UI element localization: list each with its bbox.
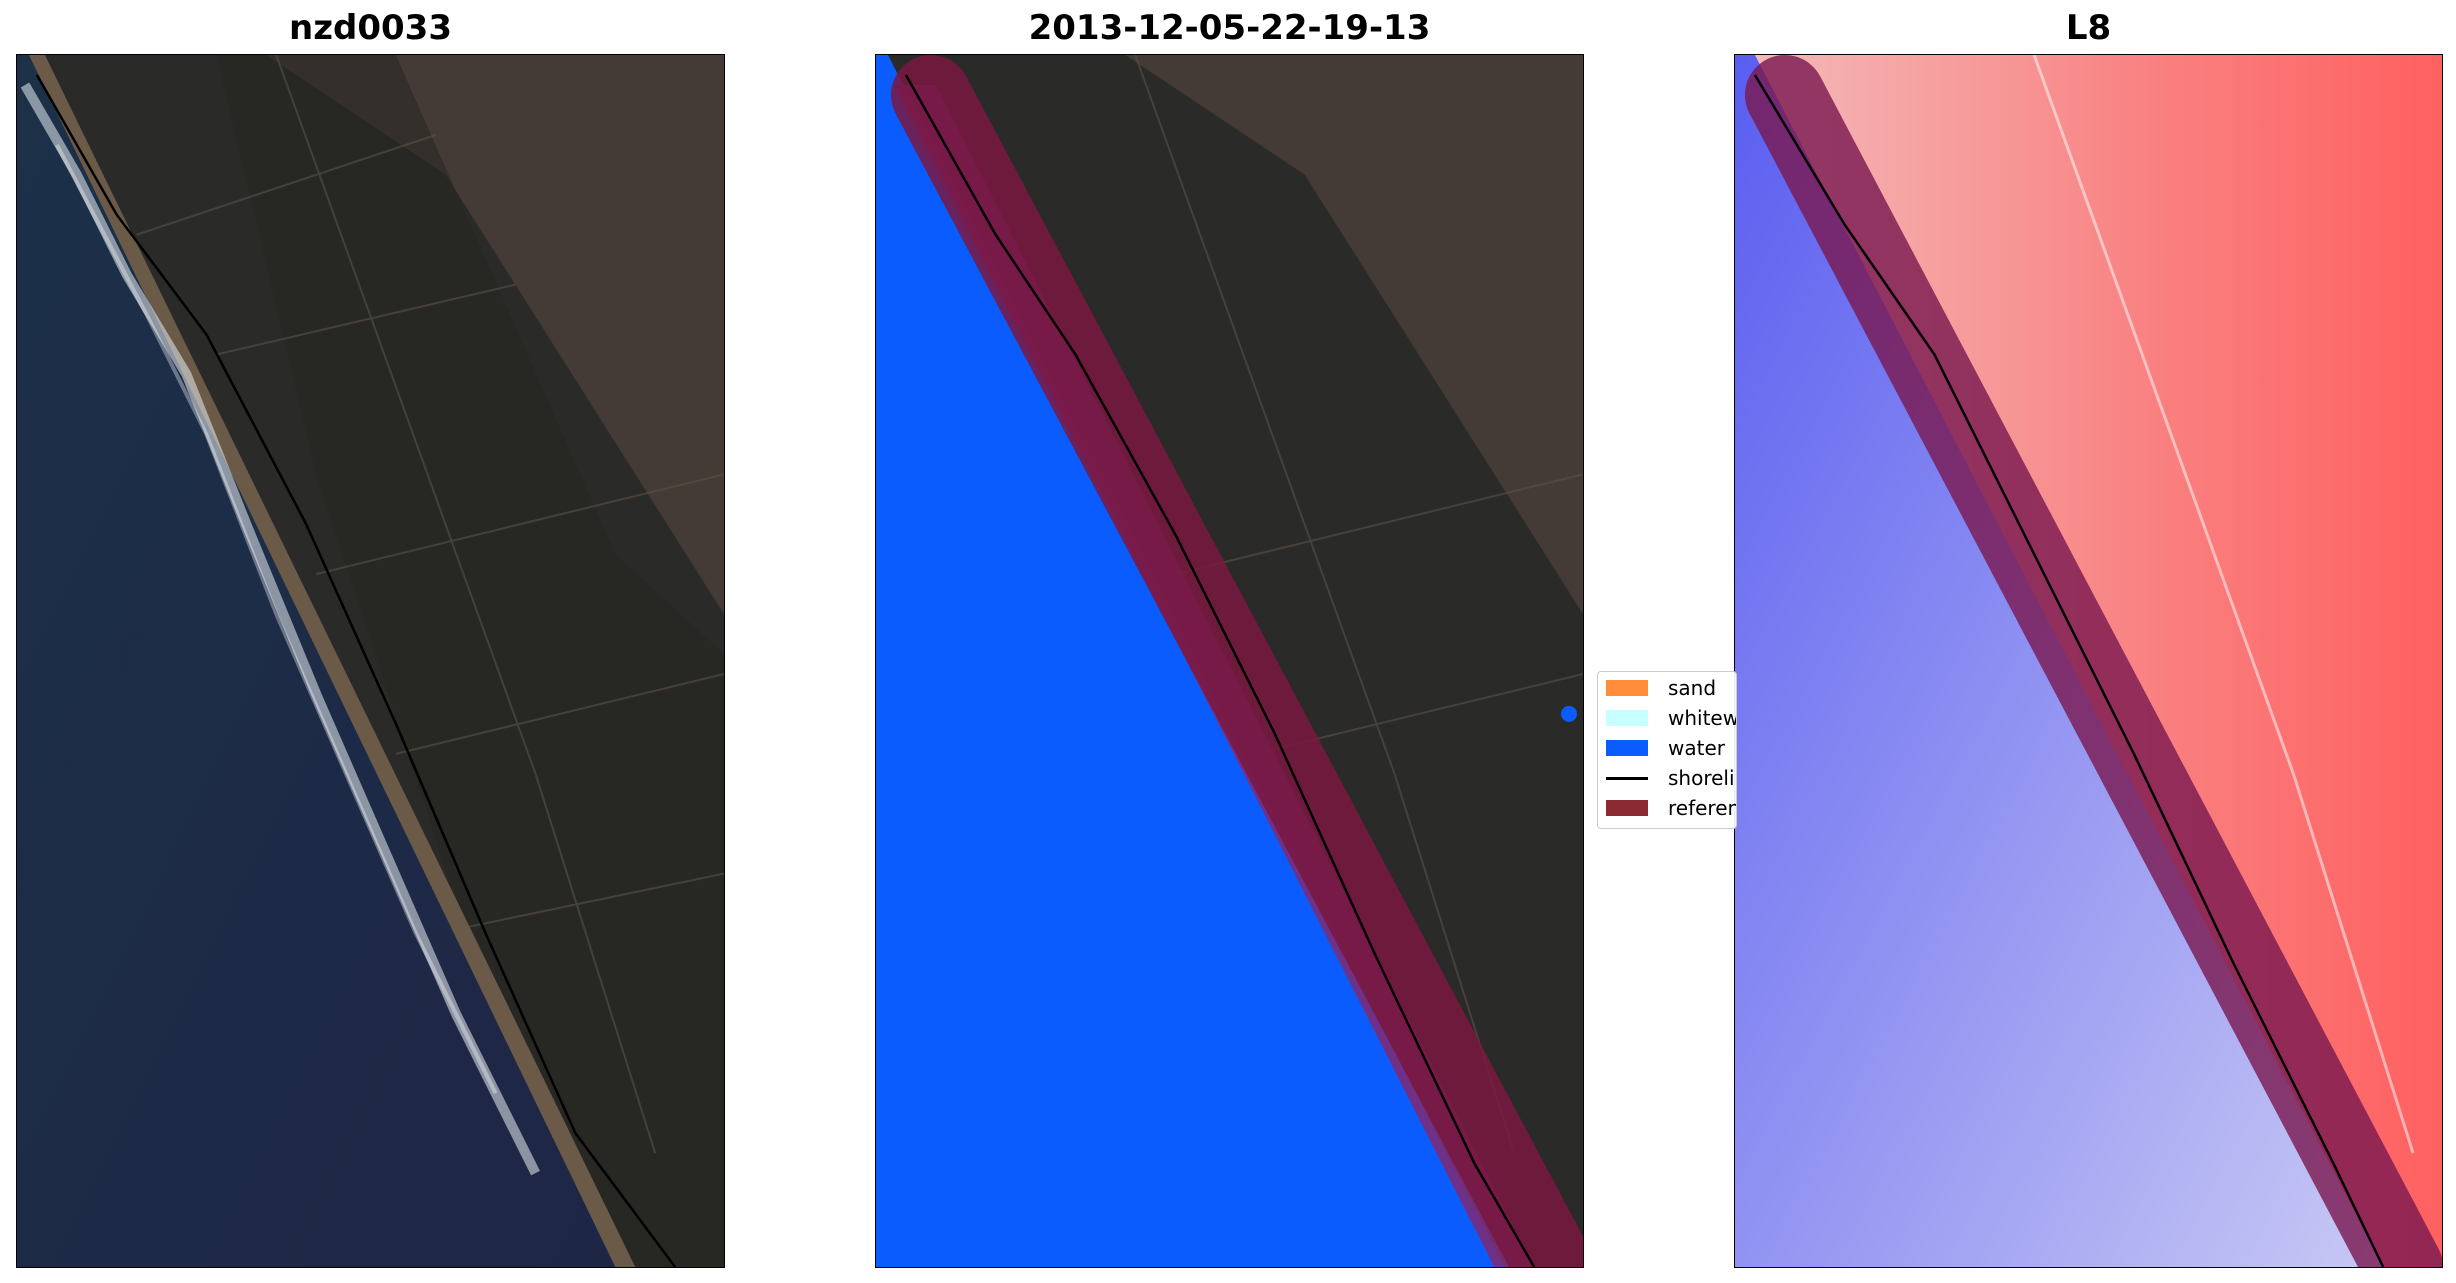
legend-label: shoreli: [1668, 766, 1735, 790]
legend: sand whitew water shoreli referen: [1597, 671, 1737, 829]
rgb-satellite-image: [16, 54, 725, 1268]
legend-label: whitew: [1668, 706, 1737, 730]
reference-swatch: [1606, 800, 1648, 816]
water-swatch: [1606, 740, 1648, 756]
sand-swatch: [1606, 680, 1648, 696]
panel-title-index: L8: [2065, 8, 2112, 48]
panel-title-classified: 2013-12-05-22-19-13: [1028, 8, 1431, 48]
water-index-image: [1734, 54, 2443, 1268]
legend-label: sand: [1668, 676, 1717, 700]
legend-label: referen: [1668, 796, 1737, 820]
whitewater-swatch: [1606, 710, 1648, 726]
panel-title-rgb: nzd0033: [289, 8, 452, 48]
shoreline-line-swatch: [1606, 777, 1648, 780]
classified-satellite-image: [875, 54, 1584, 1268]
legend-label: water: [1668, 736, 1725, 760]
